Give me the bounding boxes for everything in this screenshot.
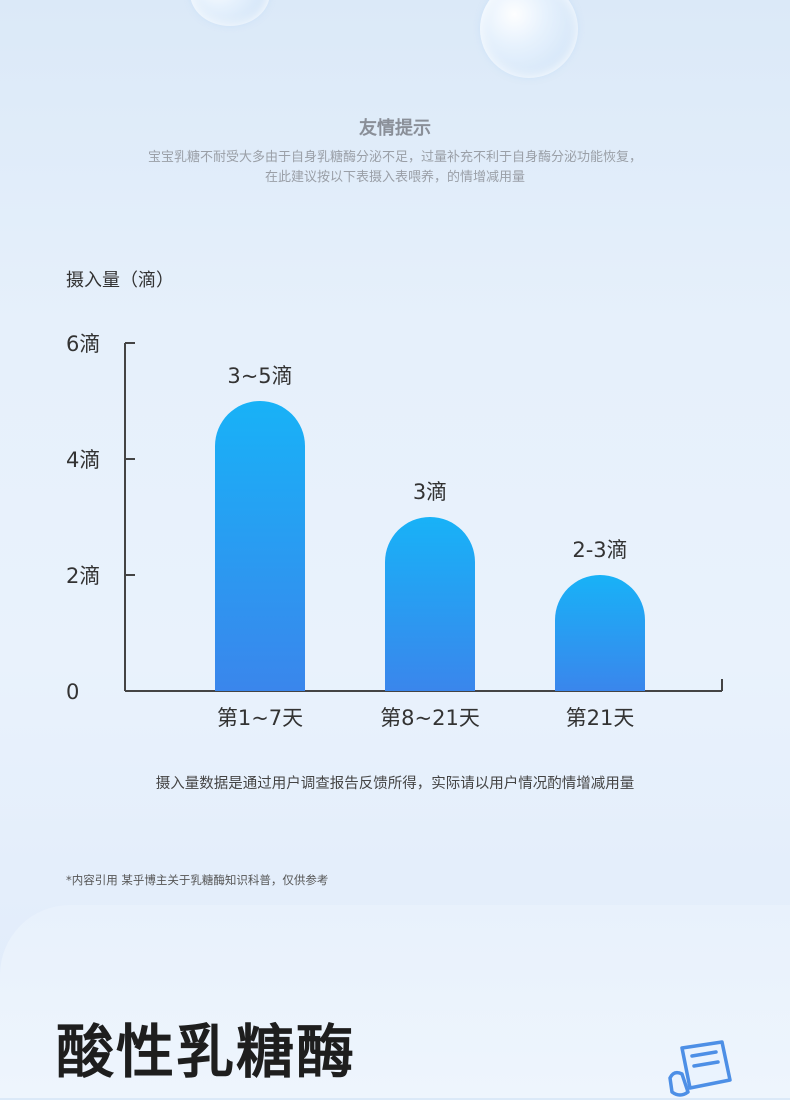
tip-line-1: 宝宝乳糖不耐受大多由于自身乳糖酶分泌不足，过量补充不利于自身酶分泌功能恢复， (147, 150, 642, 165)
bar (555, 575, 645, 691)
tip-line-2: 在此建议按以下表摄入表喂养，的情增减用量 (264, 170, 525, 185)
x-category-label: 第21天 (566, 706, 635, 730)
citation: *内容引用 某乎博主关于乳糖酶知识科普，仅供参考 (66, 873, 329, 887)
y-tick-label: 4滴 (66, 448, 100, 472)
section-title: 酸性乳糖酶 (56, 1018, 357, 1086)
document-icon (668, 1040, 732, 1097)
y-axis-label: 摄入量（滴） (66, 270, 174, 291)
data-label: 3滴 (413, 480, 447, 504)
data-label: 3~5滴 (227, 364, 292, 388)
y-tick-label: 6滴 (66, 332, 100, 356)
bar (385, 517, 475, 691)
data-label: 2-3滴 (572, 538, 627, 562)
bottom-section (0, 905, 790, 1098)
data-source-note: 摄入量数据是通过用户调查报告反馈所得，实际请以用户情况酌情增减用量 (155, 776, 635, 792)
decorative-bubble (480, 0, 578, 78)
bar (215, 401, 305, 691)
y-tick-label: 0 (66, 680, 79, 704)
y-tick-label: 2滴 (66, 564, 100, 588)
x-category-label: 第8~21天 (380, 706, 480, 730)
x-category-label: 第1~7天 (217, 706, 303, 730)
tip-title: 友情提示 (359, 118, 431, 139)
